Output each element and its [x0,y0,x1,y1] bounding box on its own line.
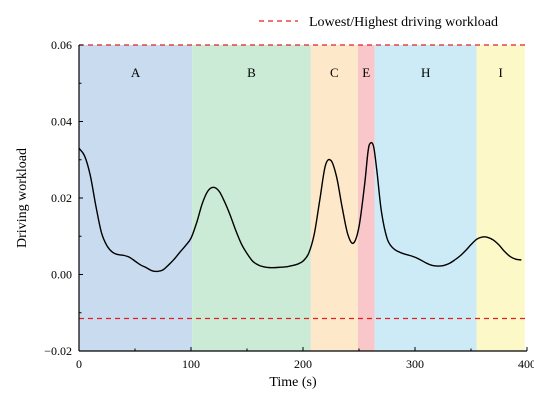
y-tick-label: 0.00 [51,268,72,282]
y-tick-label: 0.06 [51,38,72,52]
phase-label: E [362,65,370,80]
phase-label: I [499,65,503,80]
x-tick-label: 300 [406,357,424,371]
phase-label: A [131,65,141,80]
phase-band [476,45,525,351]
x-tick-label: 400 [518,357,534,371]
x-axis-title: Time (s) [269,375,317,390]
phase-label: B [247,65,256,80]
tick-labels: 0 100 200 300 400 −0.02 0.00 0.02 0.04 0.06 [44,38,534,371]
phase-label: C [330,65,339,80]
reference-lines [79,44,527,320]
phase-band [310,45,358,351]
x-tick-label: 0 [76,357,82,371]
series-lines [78,141,522,273]
workload-series-line [78,141,522,273]
x-tick-label: 100 [182,357,200,371]
y-tick-label: 0.02 [51,191,72,205]
phase-band [374,45,477,351]
legend: Lowest/Highest driving workload [259,15,498,30]
x-tick-label: 200 [294,357,312,371]
y-tick-label: 0.04 [51,115,72,129]
phase-band [357,45,375,351]
phase-band [79,45,193,351]
phase-band [192,45,311,351]
phase-label: H [421,65,430,80]
legend-label: Lowest/Highest driving workload [309,15,498,30]
y-axis-title: Driving workload [15,148,30,248]
y-tick-label: −0.02 [44,344,72,358]
